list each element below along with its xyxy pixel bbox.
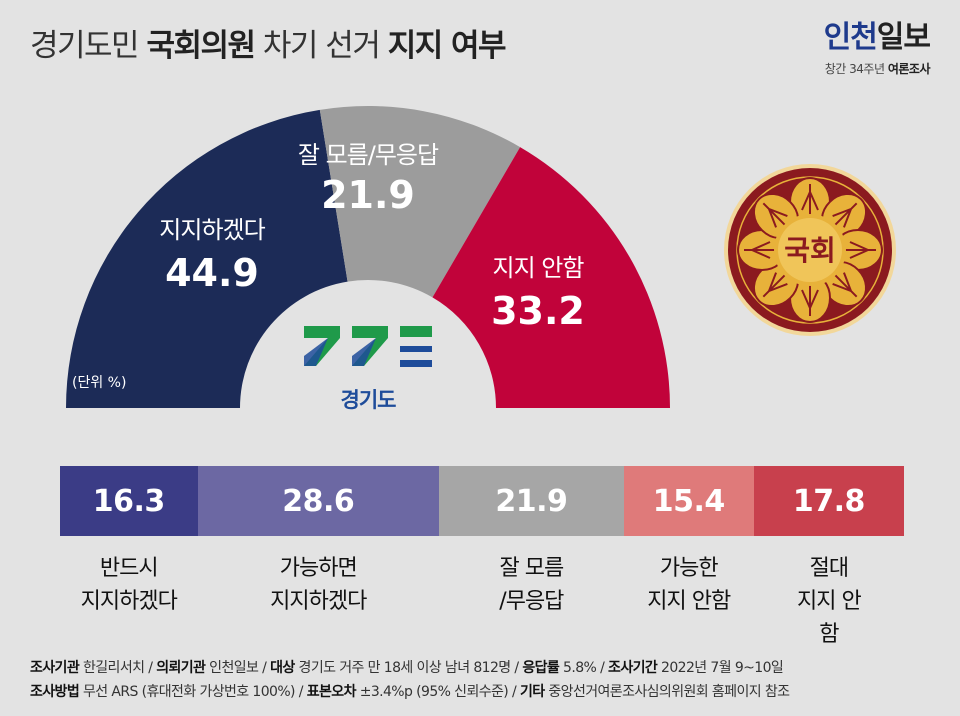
chart-title: 경기도민 국회의원 차기 선거 지지 여부 [30, 20, 507, 65]
gauge-segment [432, 147, 670, 408]
gauge-segment-label: 잘 모름/무응답 [298, 141, 439, 169]
footnote-value: 한길리서치 / [79, 660, 157, 676]
bar-value: 16.3 [92, 483, 166, 519]
title-part2: 국회의원 [146, 28, 256, 64]
publisher-brand: 인천일보 창간 34주년 여론조사 [823, 20, 931, 77]
footnote-key: 의뢰기관 [156, 660, 206, 676]
footnote-key: 조사기관 [30, 660, 80, 676]
title-part1: 경기도민 [30, 28, 140, 64]
bar-segment: 16.3 [60, 466, 198, 536]
bar-value: 15.4 [652, 483, 726, 519]
bar-value: 28.6 [282, 483, 355, 519]
seal-petal-vein [762, 202, 790, 230]
brand-sub-a: 창간 34주년 [824, 62, 885, 76]
gauge-segment-label: 지지 안함 [493, 254, 585, 282]
brand-logo: 인천일보 [823, 20, 931, 55]
title-part3: 차기 선거 [262, 28, 381, 64]
bar-category-label: 가능하면 지지하겠다 [270, 556, 367, 614]
gauge-segment [66, 109, 348, 408]
bar-category-label: 잘 모름 /무응답 [499, 556, 564, 614]
gauge-segment-value: 33.2 [491, 289, 585, 333]
bar-category-label: 반드시 지지하겠다 [80, 556, 178, 614]
footnote-value: 무선 ARS (휴대전화 가상번호 100%) / [79, 684, 307, 700]
gauge-segment-value: 21.9 [321, 173, 415, 217]
gyeonggi-logo: 경기도 [300, 322, 436, 414]
gauge-segment [319, 106, 521, 298]
seal-text: 국회 [784, 234, 836, 267]
national-assembly-seal-icon: 국회 [724, 164, 896, 336]
footnote-value: 인천일보 / [205, 660, 271, 676]
unit-label: (단위 %) [72, 375, 127, 391]
footnote-value: 5.8% / [559, 660, 609, 676]
footnote-value: ±3.4%p (95% 신뢰수준) / [355, 684, 520, 700]
bar-category-label: 가능한 지지 안함 [647, 556, 731, 614]
bar-category-label: 절대 지지 안함 [797, 556, 862, 647]
bar-segment: 28.6 [197, 466, 439, 536]
footnote-line-2: 조사방법 무선 ARS (휴대전화 가상번호 100%) / 표본오차 ±3.4… [30, 680, 790, 704]
footnote-key: 기타 [519, 684, 545, 700]
gauge-segment-value: 44.9 [165, 251, 259, 295]
bar-value: 17.8 [792, 483, 866, 519]
seal-petal-vein [830, 202, 858, 230]
footnote-key: 조사기간 [608, 660, 658, 676]
footnote-key: 조사방법 [30, 684, 80, 700]
bar-segment: 15.4 [623, 466, 754, 536]
seal-petal-vein [830, 270, 858, 298]
footnote-key: 대상 [270, 660, 295, 676]
survey-footnote: 조사기관 한길리서치 / 의뢰기관 인천일보 / 대상 경기도 거주 만 18세… [30, 656, 790, 704]
title-part4: 지지 여부 [387, 28, 507, 64]
brand-name-b: 일보 [876, 20, 931, 55]
detail-bar-labels: 반드시 지지하겠다 가능하면 지지하겠다 잘 모름 /무응답 가능한 지지 안함 절대 … [60, 552, 904, 647]
brand-subtitle: 창간 34주년 여론조사 [824, 60, 931, 77]
brand-name-a: 인천 [823, 20, 878, 55]
footnote-value: 중앙선거여론조사심의위원회 홈페이지 참조 [544, 684, 790, 700]
footnote-key: 표본오차 [306, 684, 357, 700]
gyeonggi-symbol-icon [304, 326, 432, 367]
bar-value: 21.9 [495, 483, 568, 519]
footnote-value: 2022년 7월 9~10일 [657, 660, 784, 676]
seal-petal-vein [762, 270, 790, 298]
bar-segment: 21.9 [438, 466, 624, 536]
footnote-value: 경기도 거주 만 18세 이상 남녀 812명 / [294, 660, 523, 676]
gyeonggi-name: 경기도 [340, 388, 397, 412]
footnote-key: 응답률 [522, 660, 560, 676]
detail-bar: 16.3 28.6 21.9 15.4 17.8 [60, 466, 904, 536]
footnote-line-1: 조사기관 한길리서치 / 의뢰기관 인천일보 / 대상 경기도 거주 만 18세… [30, 656, 789, 680]
bar-segment: 17.8 [753, 466, 904, 536]
gauge-segment-label: 지지하겠다 [159, 216, 265, 244]
brand-sub-b: 여론조사 [887, 62, 931, 76]
